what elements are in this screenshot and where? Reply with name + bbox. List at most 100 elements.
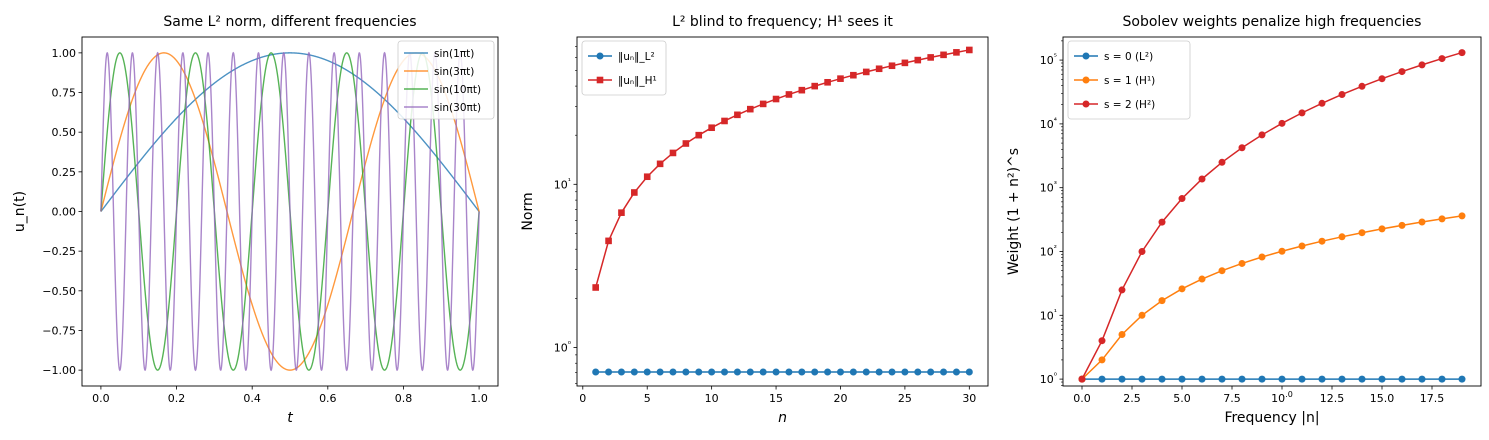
data-point <box>630 368 638 376</box>
legend-box <box>1067 40 1191 120</box>
data-point <box>759 368 767 376</box>
data-point <box>746 105 754 113</box>
y-tick-label: 10⁰ <box>554 339 571 354</box>
data-point <box>733 368 741 376</box>
data-point <box>721 368 729 376</box>
legend: s = 0 (L²) s = 1 (H¹) s = 2 (H²) <box>1067 40 1191 120</box>
data-point <box>1418 218 1426 226</box>
data-point <box>669 368 677 376</box>
chart-title: Same L² norm, different frequencies <box>163 14 416 30</box>
data-point <box>772 368 780 376</box>
legend-box <box>397 40 495 120</box>
x-tick-label: 10.0 <box>1271 390 1293 405</box>
x-tick-label: 5.0 <box>1173 392 1191 405</box>
y-tick-label: 10² <box>1040 244 1057 259</box>
y-tick-label: 10³ <box>1040 180 1057 195</box>
data-point <box>1358 82 1366 90</box>
data-point <box>1258 131 1266 139</box>
data-point <box>1458 375 1466 383</box>
data-point <box>1438 375 1446 383</box>
data-point <box>721 117 728 125</box>
data-point <box>862 68 870 76</box>
data-point <box>656 160 664 168</box>
data-point <box>785 91 793 98</box>
data-point <box>1178 285 1186 293</box>
y-tick-label: 1.00 <box>52 47 77 60</box>
data-point <box>811 82 819 90</box>
data-point <box>940 368 948 376</box>
legend-label: s = 0 (L²) <box>1104 51 1153 63</box>
data-point <box>1158 297 1166 305</box>
data-point <box>759 100 767 108</box>
data-point <box>1198 175 1206 183</box>
data-point <box>1118 286 1126 294</box>
y-tick-label: −0.50 <box>42 285 76 298</box>
x-tick-label: 7.5 <box>1223 392 1241 405</box>
data-point <box>643 368 651 376</box>
data-point <box>1158 218 1166 226</box>
data-point <box>682 368 690 376</box>
y-tick-label: 0.25 <box>52 166 77 179</box>
data-point <box>695 131 703 139</box>
data-point <box>1138 248 1146 256</box>
data-point <box>772 95 780 103</box>
data-point <box>798 86 806 94</box>
axes-frame <box>576 36 989 387</box>
x-tick-label: 2.5 <box>1123 392 1141 405</box>
data-point <box>1318 375 1326 383</box>
data-point <box>798 368 806 376</box>
data-point <box>1138 375 1146 383</box>
data-point <box>927 368 935 376</box>
data-point <box>1238 144 1246 152</box>
data-point <box>1298 242 1306 250</box>
data-point <box>888 62 896 70</box>
legend-marker <box>596 76 604 84</box>
data-point <box>1118 375 1126 383</box>
data-point <box>1398 68 1406 76</box>
data-point <box>1198 275 1206 283</box>
data-point <box>1378 75 1386 83</box>
data-point <box>1338 375 1346 383</box>
panel-waveforms: 0.0 0.2 0.4 0.6 0.8 1.0 −1.00 −0.75 −0.50 −0.25 0.… <box>12 14 499 426</box>
y-tick-label: 10⁵ <box>1040 52 1057 67</box>
data-point <box>734 111 741 119</box>
data-point <box>695 368 703 376</box>
data-point <box>669 149 677 157</box>
data-point <box>617 368 625 376</box>
y-tick-label: 0.50 <box>52 126 77 139</box>
data-point <box>875 368 883 376</box>
y-axis-label: u_n(t) <box>12 191 28 232</box>
data-point <box>1338 233 1346 241</box>
data-point <box>888 368 896 376</box>
data-point <box>1178 195 1186 203</box>
data-point <box>708 124 715 132</box>
data-point <box>940 51 947 59</box>
data-point <box>631 189 638 196</box>
data-point <box>901 368 909 376</box>
legend-marker <box>1082 76 1090 84</box>
x-tick-label: 20 <box>833 392 847 405</box>
y-axis-label: Weight (1 + n²)^s <box>1006 148 1022 275</box>
x-axis-label: Frequency |n| <box>1224 410 1319 426</box>
legend-label: s = 1 (H¹) <box>1104 75 1155 87</box>
chart-title: Sobolev weights penalize high frequencie… <box>1123 14 1422 30</box>
data-point <box>1318 237 1326 245</box>
data-point <box>1178 375 1186 383</box>
data-point <box>824 368 832 376</box>
y-tick-label: 10⁰ <box>1040 371 1057 386</box>
data-point <box>1198 375 1206 383</box>
x-tick-label: 10 <box>705 392 719 405</box>
y-tick-label: −0.25 <box>42 245 76 258</box>
data-point <box>1418 375 1426 383</box>
data-point <box>592 368 600 376</box>
x-tick-label: 0 <box>579 392 586 405</box>
data-point <box>1118 331 1126 339</box>
x-tick-label: 0.0 <box>1073 392 1091 405</box>
data-point <box>1098 356 1106 364</box>
x-tick-label: 30 <box>962 392 976 405</box>
data-point <box>643 173 651 181</box>
y-tick-label: 10¹ <box>1040 307 1057 322</box>
data-point <box>849 368 857 376</box>
data-point <box>1078 375 1086 383</box>
